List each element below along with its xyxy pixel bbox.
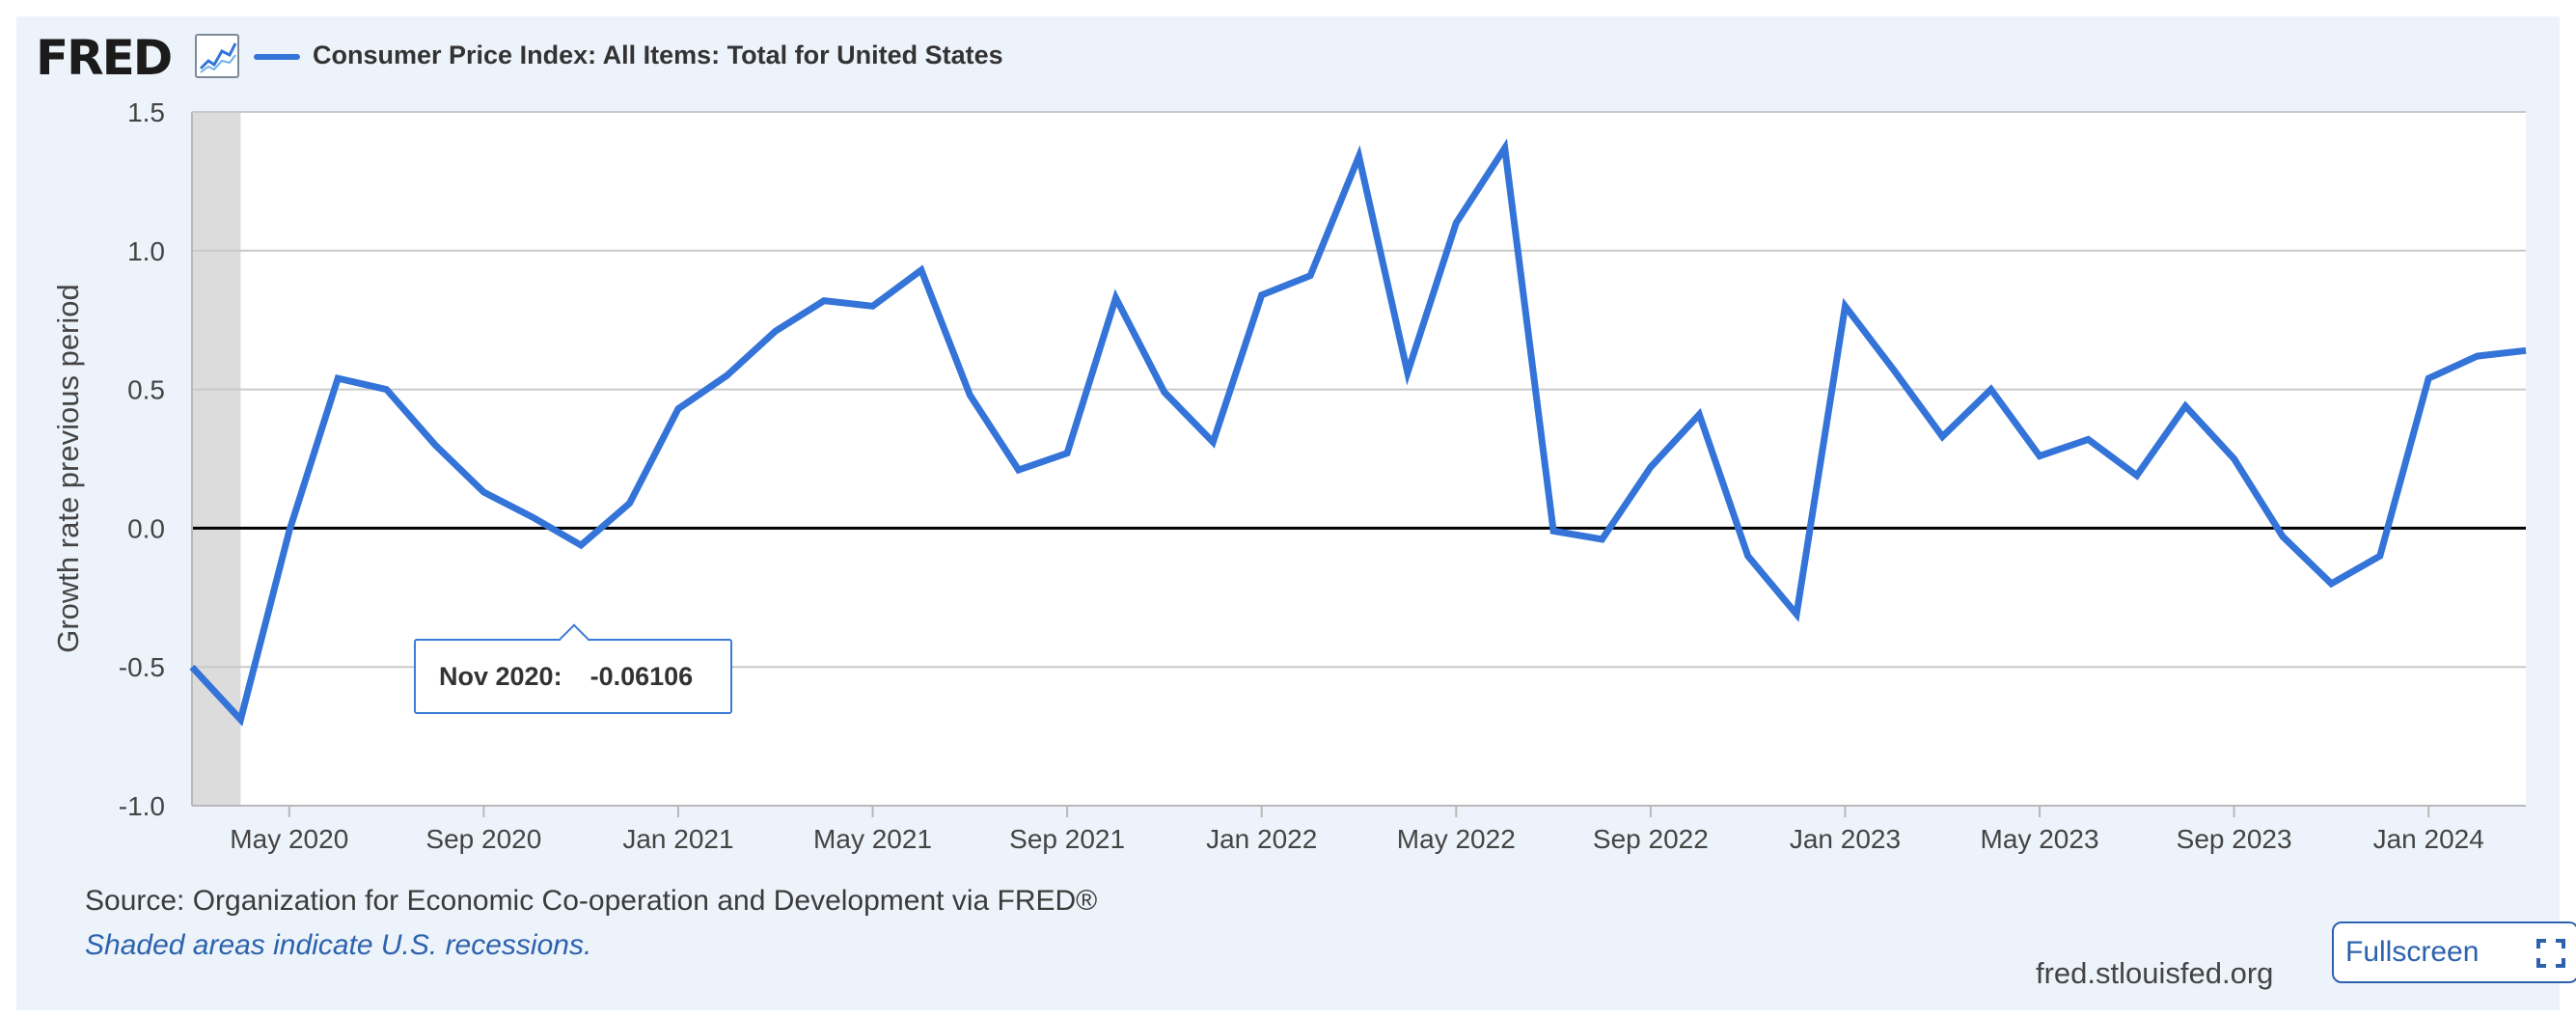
recession-note[interactable]: Shaded areas indicate U.S. recessions. <box>85 929 592 961</box>
line-chart-icon[interactable] <box>195 34 239 78</box>
chart-header: FRED Consumer Price Index: All Items: To… <box>16 16 2560 103</box>
x-tick-label: Sep 2020 <box>425 824 541 854</box>
series-line <box>189 138 2527 727</box>
expand-icon <box>2536 939 2565 968</box>
tooltip-text: Nov 2020: -0.06106 <box>439 659 693 694</box>
y-tick-label: 0.5 <box>127 375 165 405</box>
x-tick-label: Jan 2021 <box>622 824 733 854</box>
tooltip-date: Nov 2020: <box>439 662 562 691</box>
x-tick-label: Jan 2024 <box>2373 824 2484 854</box>
legend-swatch <box>254 54 300 60</box>
x-tick-label: May 2022 <box>1397 824 1516 854</box>
x-tick-label: May 2020 <box>230 824 348 854</box>
fred-logo[interactable]: FRED <box>36 30 173 86</box>
fullscreen-button[interactable]: Fullscreen <box>2332 921 2576 983</box>
y-tick-label: -1.0 <box>119 791 165 821</box>
y-tick-label: 1.5 <box>127 97 165 127</box>
source-note: Source: Organization for Economic Co-ope… <box>85 885 1098 917</box>
chart-panel: 1.5 1.0 0.5 0.0 -0.5 -1.0 May 2020 Sep 2020 Jan … <box>16 16 2576 1010</box>
legend-label[interactable]: Consumer Price Index: All Items: Total f… <box>313 41 1003 69</box>
x-tick-label: Sep 2023 <box>2177 824 2292 854</box>
recession-shade <box>192 112 241 806</box>
data-tooltip: Nov 2020: -0.06106 <box>414 623 732 714</box>
tooltip-value: -0.06106 <box>589 662 694 691</box>
chart: 1.5 1.0 0.5 0.0 -0.5 -1.0 May 2020 Sep 2020 Jan … <box>51 97 2527 854</box>
y-tick-label: 0.0 <box>127 513 165 543</box>
y-axis-title: Growth rate previous period <box>51 284 85 653</box>
x-tick-label: May 2023 <box>1981 824 2099 854</box>
site-link[interactable]: fred.stlouisfed.org <box>2036 956 2274 990</box>
x-tick-label: Jan 2022 <box>1206 824 1317 854</box>
x-tick-label: May 2021 <box>813 824 932 854</box>
fullscreen-label: Fullscreen <box>2345 936 2480 968</box>
x-tick-label: Sep 2021 <box>1009 824 1125 854</box>
x-tick-label: Sep 2022 <box>1593 824 1709 854</box>
x-tick-label: Jan 2023 <box>1790 824 1901 854</box>
y-tick-label: 1.0 <box>127 236 165 266</box>
y-tick-label: -0.5 <box>119 652 165 682</box>
